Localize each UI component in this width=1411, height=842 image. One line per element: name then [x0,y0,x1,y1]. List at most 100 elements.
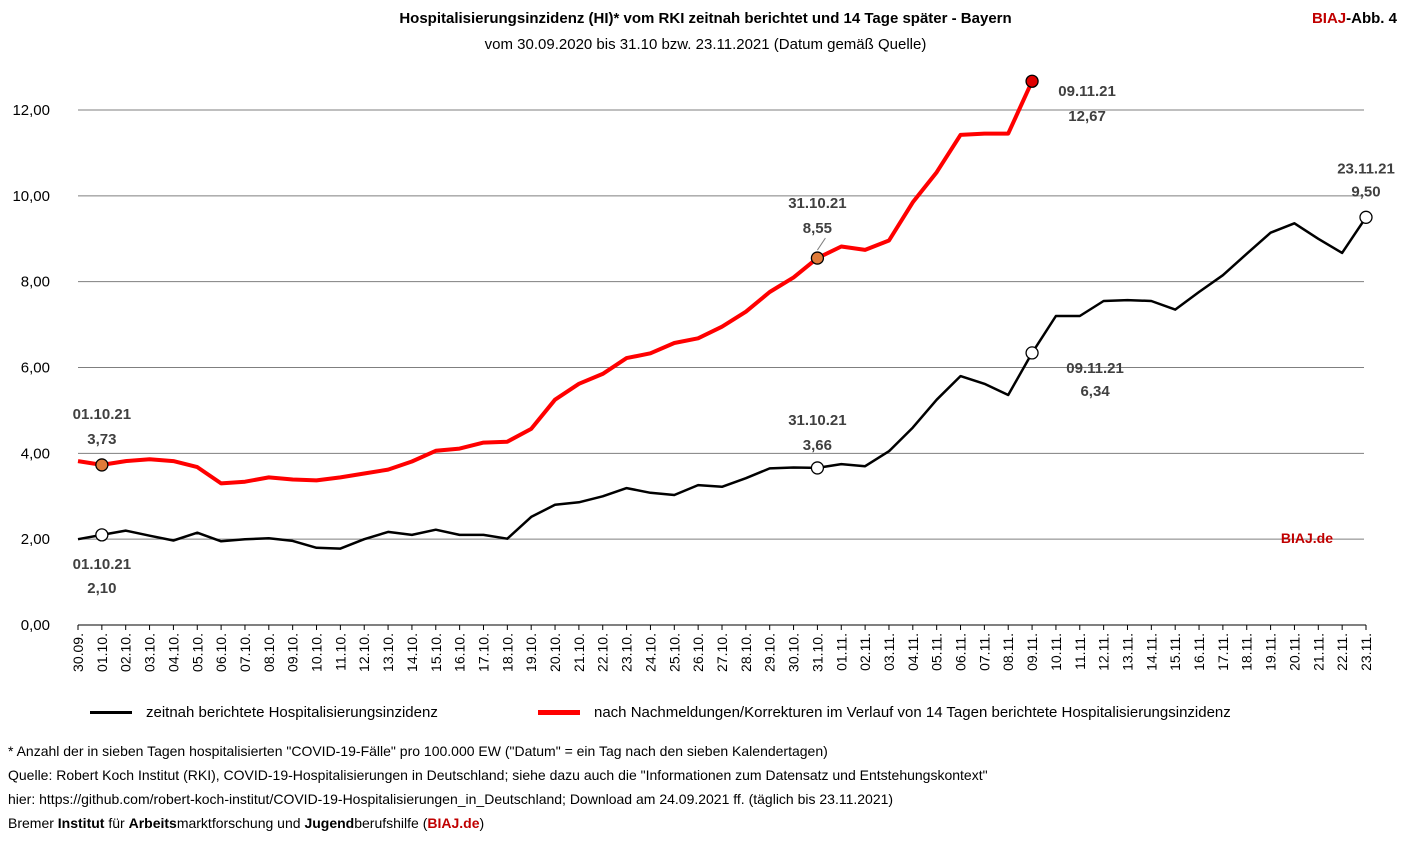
annotation-marker [1025,346,1039,360]
legend-label-red: nach Nachmeldungen/Korrekturen im Verlau… [594,704,1231,721]
annotation-markers [95,74,1373,542]
legend-item-black: zeitnah berichtete Hospitalisierungsinzi… [90,704,438,721]
legend-swatch-red [538,710,580,715]
y-tick-label: 6,00 [21,360,50,377]
x-tick-label: 11.10. [332,633,348,671]
annotation-date: 01.10.21 [73,406,131,423]
x-tick-label: 13.10. [380,633,396,672]
annotation-marker [1025,74,1039,88]
x-tick-label: 13.11. [1119,633,1135,671]
x-tick-label: 08.10. [261,633,277,672]
chart-title: Hospitalisierungsinzidenz (HI)* vom RKI … [399,10,1012,27]
x-tick-label: 05.10. [189,633,205,672]
org-w9: ) [479,815,485,831]
annotation-value: 9,50 [1351,183,1380,200]
x-tick-label: 27.10. [714,633,730,672]
annotation-leader [816,237,826,251]
x-tick-label: 21.10. [571,633,587,672]
x-tick-label: 06.10. [213,633,229,672]
x-tick-label: 09.10. [285,633,301,672]
org-w5: marktforschung und [176,815,305,831]
x-tick-label: 24.10. [642,633,658,672]
x-tick-label: 03.11. [881,633,897,671]
source-note: Quelle: Robert Koch Institut (RKI), COVI… [8,767,988,783]
annotation-marker [95,458,109,472]
y-axis-tick-labels: 0,00 2,00 4,00 6,00 8,00 10,00 12,00 [12,102,50,634]
org-w6: Jugend [304,815,355,831]
annotation-marker [810,251,825,265]
red-series-line [77,80,1034,486]
annotation-marker [810,461,825,475]
x-tick-label: 21.11. [1310,633,1326,671]
x-tick-label: 02.11. [857,633,873,671]
x-tick-label: 07.10. [237,633,253,672]
biaj-watermark: BIAJ.de [1281,530,1333,546]
annotation-value: 3,73 [87,431,116,448]
x-tick-label: 23.11. [1358,633,1374,671]
chart-subtitle: vom 30.09.2020 bis 31.10 bzw. 23.11.2021… [484,36,927,53]
x-tick-label: 22.10. [595,633,611,672]
x-tick-label: 16.11. [1191,633,1207,671]
org-w8: BIAJ.de [427,815,480,831]
source-link: hier: https://github.com/robert-koch-ins… [8,791,894,807]
x-tick-label: 28.10. [738,633,754,672]
x-tick-label: 25.10. [666,633,682,672]
annotation-labels: 01.10.21 3,73 31.10.21 8,55 09.11.21 12,67 01.… [73,83,1395,597]
x-tick-label: 10.11. [1048,633,1064,671]
x-tick-label: 12.10. [356,633,372,672]
series-lines [77,80,1368,550]
annotation-value: 8,55 [803,220,832,237]
y-tick-label: 0,00 [21,617,50,634]
black-series-line [77,216,1368,550]
x-tick-label: 26.10. [690,633,706,672]
annotation-marker [1359,210,1373,224]
org-w3: für [104,815,129,831]
x-tick-label: 10.10. [309,633,325,672]
annotation-value: 3,66 [803,437,832,454]
notes: * Anzahl der in sieben Tagen hospitalisi… [8,739,988,835]
x-tick-label: 18.11. [1239,633,1255,671]
x-tick-label: 20.11. [1286,633,1302,671]
x-tick-label: 06.11. [953,633,969,671]
x-tick-label: 08.11. [1000,633,1016,671]
x-tick-label: 17.11. [1215,633,1231,671]
x-tick-label: 09.11. [1024,633,1040,671]
gridlines [78,109,1366,626]
x-tick-label: 17.10. [475,633,491,672]
y-tick-label: 4,00 [21,445,50,462]
annotation-date: 01.10.21 [73,556,131,573]
x-tick-label: 14.10. [404,633,420,672]
legend-swatch-black [90,711,132,714]
annotation-value: 2,10 [87,580,116,597]
org-w4: Arbeits [128,815,177,831]
y-tick-label: 8,00 [21,274,50,291]
x-tick-label: 30.10. [786,633,802,672]
x-tick-label: 15.11. [1167,633,1183,671]
organization-line: Bremer Institut für Arbeitsmarktforschun… [8,811,988,835]
annotation-date: 23.11.21 [1337,160,1395,177]
x-tick-label: 19.11. [1263,633,1279,671]
annotation-date: 09.11.21 [1058,83,1116,100]
org-w7: berufshilfe ( [354,815,428,831]
org-w2: Institut [57,815,105,831]
figure-label: BIAJ-Abb. 4 [1312,10,1397,27]
x-axis-tick-labels: 30.09. 01.10. 02.10. 03.10. 04.10. 05.10. 06.1… [70,625,1374,672]
annotation-value: 6,34 [1080,383,1110,400]
annotation-date: 09.11.21 [1066,360,1124,377]
x-tick-label: 23.10. [619,633,635,672]
x-tick-label: 19.10. [523,633,539,672]
x-tick-label: 05.11. [929,633,945,671]
x-tick-label: 02.10. [118,633,134,672]
legend-item-red: nach Nachmeldungen/Korrekturen im Verlau… [538,704,1231,721]
x-tick-label: 29.10. [762,633,778,672]
y-tick-label: 10,00 [12,188,50,205]
figure-label-brand: BIAJ [1311,10,1347,27]
x-tick-label: 01.10. [94,633,110,672]
x-tick-label: 20.10. [547,633,563,672]
annotation-value: 12,67 [1068,108,1106,125]
org-w1: Bremer [8,815,58,831]
y-tick-label: 2,00 [21,531,50,548]
x-tick-label: 01.11. [833,633,849,671]
x-tick-label: 16.10. [452,633,468,672]
